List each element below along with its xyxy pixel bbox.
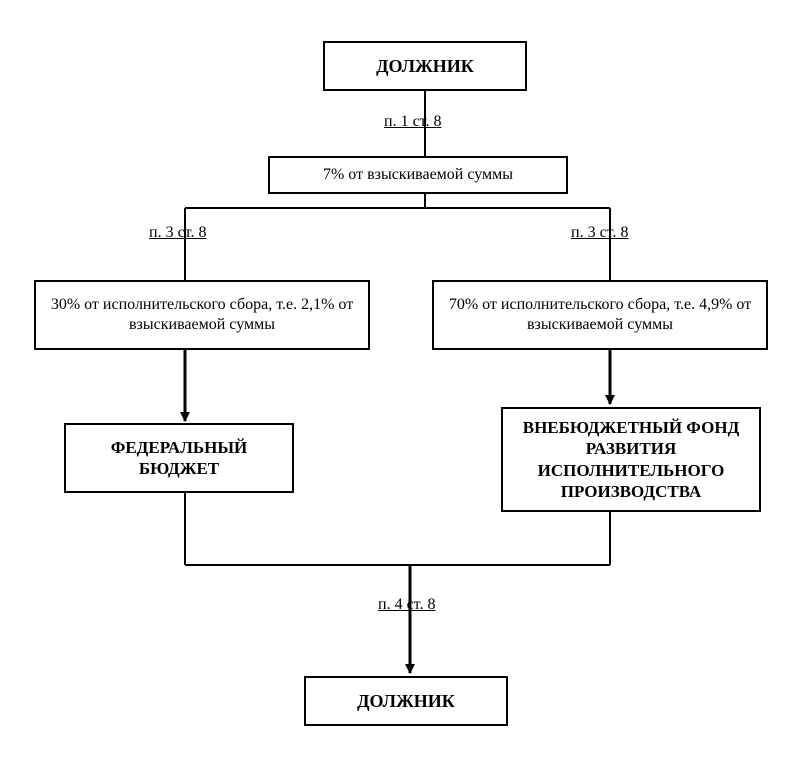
diagram-canvas: ДОЛЖНИК 7% от взыскиваемой суммы 30% от … (0, 0, 795, 768)
node-seven-pct: 7% от взыскиваемой суммы (268, 156, 568, 194)
edge-label-text: п. 3 ст. 8 (571, 224, 628, 241)
node-label: 7% от взыскиваемой суммы (323, 165, 513, 185)
node-label: ВНЕБЮДЖЕТНЫЙ ФОНД РАЗВИТИЯ ИСПОЛНИТЕЛЬНО… (509, 417, 753, 502)
node-label: 30% от исполнительского сбора, т.е. 2,1%… (40, 295, 364, 335)
node-label: 70% от исполнительского сбора, т.е. 4,9%… (438, 295, 762, 335)
node-left-pct: 30% от исполнительского сбора, т.е. 2,1%… (34, 280, 370, 350)
node-label: ДОЛЖНИК (376, 55, 474, 78)
edge-label-top: п. 1 ст. 8 (384, 113, 441, 131)
node-fed-budget: ФЕДЕРАЛЬНЫЙ БЮДЖЕТ (64, 423, 294, 493)
node-debtor-top: ДОЛЖНИК (323, 41, 527, 91)
node-fund: ВНЕБЮДЖЕТНЫЙ ФОНД РАЗВИТИЯ ИСПОЛНИТЕЛЬНО… (501, 407, 761, 512)
edge-label-left: п. 3 ст. 8 (149, 224, 206, 242)
edge-label-text: п. 1 ст. 8 (384, 113, 441, 130)
edge-label-right: п. 3 ст. 8 (571, 224, 628, 242)
node-debtor-bottom: ДОЛЖНИК (304, 676, 508, 726)
node-right-pct: 70% от исполнительского сбора, т.е. 4,9%… (432, 280, 768, 350)
edge-label-text: п. 4 ст. 8 (378, 596, 435, 613)
node-label: ДОЛЖНИК (357, 690, 455, 713)
edge-label-text: п. 3 ст. 8 (149, 224, 206, 241)
edge-label-bottom: п. 4 ст. 8 (378, 596, 435, 614)
node-label: ФЕДЕРАЛЬНЫЙ БЮДЖЕТ (70, 437, 288, 480)
